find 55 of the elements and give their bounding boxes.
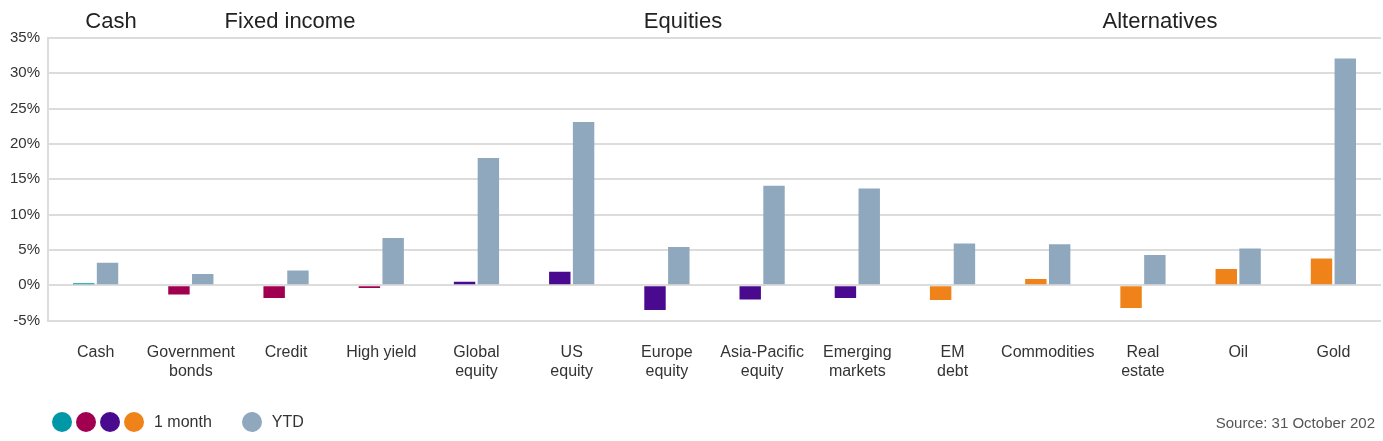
bar: [477, 158, 500, 285]
x-tick-label: Asia-Pacific equity: [720, 342, 804, 379]
bar: [1048, 244, 1071, 285]
x-tick-label: High yield: [346, 342, 417, 360]
bar: [929, 286, 952, 301]
bar: [763, 185, 785, 285]
x-tick-label: Europe equity: [641, 342, 693, 379]
text: Equities: [643, 8, 723, 34]
bar: [858, 188, 880, 285]
y-tick-label: 30%: [9, 63, 41, 81]
bar: [192, 273, 214, 285]
legend-label: 1 month: [154, 413, 212, 431]
x-tick-label: EM debt: [936, 342, 969, 379]
x-tick-label: Commodities: [1001, 342, 1095, 360]
bar: [168, 286, 190, 295]
y-tick-label: 15%: [9, 169, 41, 187]
bar: [572, 122, 595, 285]
text: Cash: [85, 8, 137, 34]
x-tick-label: US equity: [550, 342, 594, 379]
y-tick-label: 10%: [9, 204, 41, 222]
bar: [1310, 258, 1333, 285]
text: Alternatives: [1102, 8, 1218, 34]
bar: [1120, 286, 1142, 308]
x-tick-label: Gold: [1316, 342, 1351, 360]
bar: [953, 243, 976, 285]
bar: [549, 271, 571, 285]
bar: [644, 286, 666, 310]
x-tick-label: Credit: [264, 342, 308, 360]
bar: [96, 262, 119, 285]
y-tick-label: 5%: [18, 240, 41, 258]
source-note: Source: 31 October 202: [1215, 414, 1375, 431]
y-tick-label: 20%: [9, 134, 41, 152]
bar: [382, 237, 404, 285]
x-tick-label: Oil: [1228, 342, 1248, 360]
bar: [263, 286, 285, 298]
bar: [1144, 254, 1166, 285]
y-tick-label: 35%: [9, 28, 41, 46]
y-tick-label: 0%: [18, 275, 41, 293]
x-tick-label: Global equity: [453, 342, 500, 379]
legend-label: YTD: [271, 413, 304, 431]
y-tick-label: 25%: [9, 98, 41, 116]
bar: [1215, 269, 1237, 285]
bar: [1025, 278, 1047, 285]
bar: [1334, 58, 1357, 285]
bar: [739, 286, 761, 300]
x-tick-label: Cash: [76, 342, 115, 360]
bar: [668, 247, 690, 285]
text: Fixed income: [224, 8, 356, 34]
y-tick-label: -5%: [13, 310, 41, 328]
bar: [287, 270, 309, 285]
x-tick-label: Government bonds: [146, 342, 236, 379]
x-tick-label: Emerging markets: [823, 342, 892, 379]
bar: [834, 286, 857, 298]
bar: [1239, 248, 1261, 285]
x-tick-label: Real estate: [1121, 342, 1165, 379]
